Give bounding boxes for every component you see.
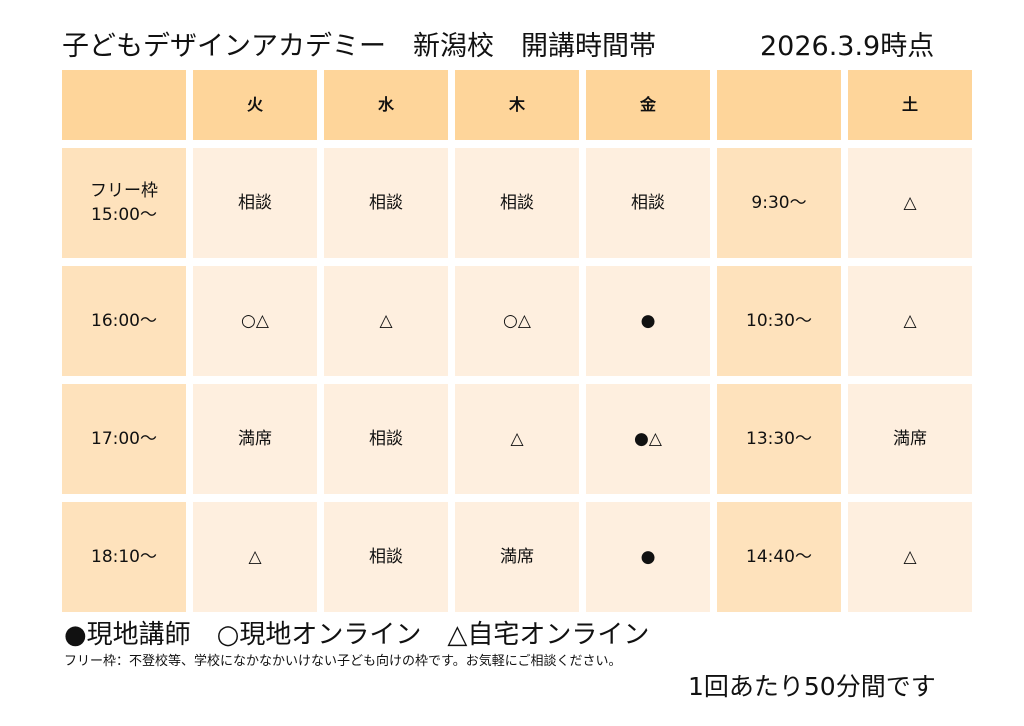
table-cell: 満席	[455, 502, 579, 612]
table-cell: 相談	[455, 148, 579, 258]
table-cell: △	[455, 384, 579, 494]
header-cell-wed: 水	[324, 70, 448, 140]
table-cell: △	[848, 266, 972, 376]
table-cell: 相談	[193, 148, 317, 258]
header-cell-tue: 火	[193, 70, 317, 140]
table-cell: △	[324, 266, 448, 376]
table-cell: 相談	[324, 502, 448, 612]
table-cell: ○△	[455, 266, 579, 376]
header-cell-sat: 土	[848, 70, 972, 140]
time-slot-cell: 17:00〜	[62, 384, 186, 494]
header-cell-time	[62, 70, 186, 140]
table-cell: ●	[586, 502, 710, 612]
as-of-date: 2026.3.9時点	[760, 31, 935, 62]
table-cell: 満席	[193, 384, 317, 494]
time-slot-cell: フリー枠 15:00〜	[62, 148, 186, 258]
title-text: 子どもデザインアカデミー 新潟校 開講時間帯	[62, 31, 656, 62]
header-cell-thu: 木	[455, 70, 579, 140]
time-slot-cell: 18:10〜	[62, 502, 186, 612]
table-cell: ●	[586, 266, 710, 376]
saturday-time-cell: 9:30〜	[717, 148, 841, 258]
table-cell: 満席	[848, 384, 972, 494]
table-cell: △	[193, 502, 317, 612]
table-cell: △	[848, 148, 972, 258]
table-cell: 相談	[586, 148, 710, 258]
table-cell: 相談	[324, 384, 448, 494]
saturday-time-cell: 13:30〜	[717, 384, 841, 494]
table-cell: △	[848, 502, 972, 612]
header-cell-sat-time	[717, 70, 841, 140]
lesson-duration: 1回あたり50分間です	[688, 672, 936, 701]
symbol-legend: ●現地講師 ○現地オンライン △自宅オンライン	[64, 620, 650, 650]
saturday-time-cell: 10:30〜	[717, 266, 841, 376]
table-cell: 相談	[324, 148, 448, 258]
page-title: 子どもデザインアカデミー 新潟校 開講時間帯 2026.3.9時点	[62, 28, 962, 66]
table-cell: ●△	[586, 384, 710, 494]
saturday-time-cell: 14:40〜	[717, 502, 841, 612]
schedule-table: 火 水 木 金 土 フリー枠 15:00〜 相談 相談 相談 相談 9:30〜 …	[62, 70, 972, 612]
header-cell-fri: 金	[586, 70, 710, 140]
free-slot-note: フリー枠：不登校等、学校になかなかいけない子ども向けの枠です。お気軽にご相談くだ…	[64, 654, 622, 669]
table-cell: ○△	[193, 266, 317, 376]
time-slot-cell: 16:00〜	[62, 266, 186, 376]
